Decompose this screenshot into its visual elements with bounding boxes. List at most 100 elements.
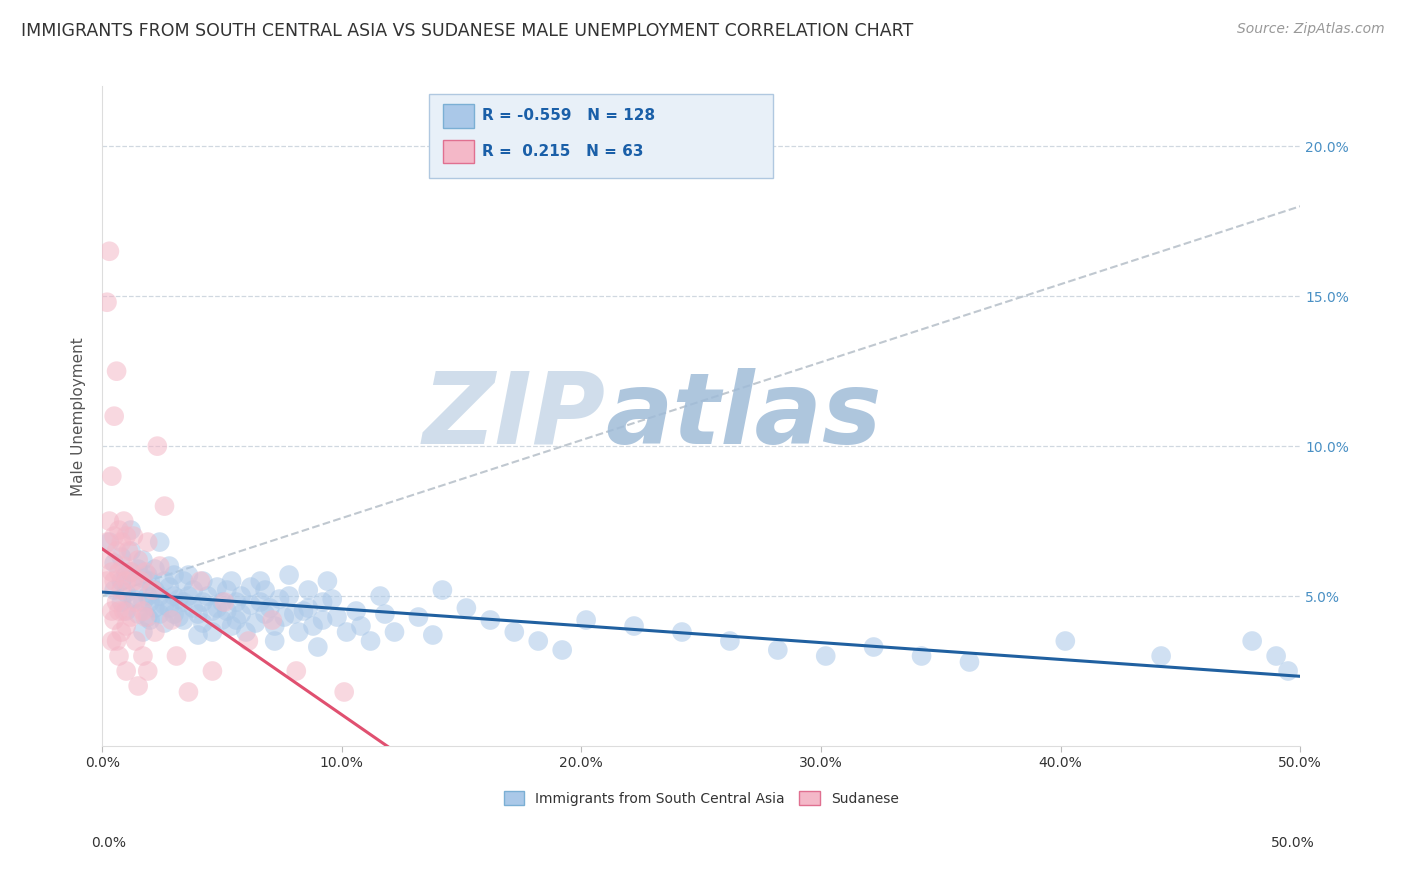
Point xyxy=(115,619,138,633)
Legend: Immigrants from South Central Asia, Sudanese: Immigrants from South Central Asia, Suda… xyxy=(498,786,904,812)
Point xyxy=(292,604,315,618)
Point xyxy=(157,559,180,574)
Point xyxy=(149,535,172,549)
Point xyxy=(157,580,180,594)
Text: 0.0%: 0.0% xyxy=(91,836,127,850)
Point xyxy=(101,565,124,579)
Point xyxy=(278,568,301,582)
Point xyxy=(187,628,209,642)
Point xyxy=(112,604,135,618)
Point xyxy=(132,625,155,640)
Point xyxy=(163,568,186,582)
Point xyxy=(115,529,138,543)
Point xyxy=(105,595,128,609)
Point xyxy=(221,574,243,588)
Point xyxy=(432,582,454,597)
Point xyxy=(115,664,138,678)
Point xyxy=(263,619,285,633)
Point xyxy=(205,580,228,594)
Point xyxy=(235,625,257,640)
Point xyxy=(112,514,135,528)
Point xyxy=(146,439,169,453)
Point xyxy=(225,613,247,627)
Point xyxy=(122,529,145,543)
Point xyxy=(110,582,132,597)
Point xyxy=(115,574,138,588)
Point xyxy=(283,607,305,621)
Point xyxy=(297,601,319,615)
Point xyxy=(122,574,145,588)
Point xyxy=(110,595,132,609)
Point xyxy=(214,595,236,609)
Point xyxy=(190,574,212,588)
Point xyxy=(263,634,285,648)
Point xyxy=(134,565,156,579)
Point xyxy=(231,589,253,603)
Point xyxy=(211,595,233,609)
Text: 50.0%: 50.0% xyxy=(1271,836,1315,850)
Point xyxy=(103,409,125,424)
Point xyxy=(166,648,188,663)
Point xyxy=(479,613,502,627)
Point xyxy=(98,535,121,549)
Point xyxy=(238,634,260,648)
Point xyxy=(115,586,138,600)
Point xyxy=(408,610,430,624)
Point xyxy=(173,574,195,588)
Point xyxy=(197,589,219,603)
Point xyxy=(98,553,121,567)
Point xyxy=(153,499,176,513)
Point xyxy=(108,648,131,663)
Point xyxy=(127,553,149,567)
Point xyxy=(143,625,166,640)
Point xyxy=(163,589,186,603)
Point xyxy=(456,601,478,615)
Point xyxy=(108,523,131,537)
Point xyxy=(335,625,357,640)
Point xyxy=(191,595,214,609)
Point xyxy=(167,592,190,607)
Point xyxy=(191,615,214,630)
Point xyxy=(814,648,837,663)
Point xyxy=(136,568,159,582)
Point xyxy=(959,655,981,669)
Point xyxy=(181,601,204,615)
Point xyxy=(766,643,789,657)
Point xyxy=(278,589,301,603)
Point xyxy=(215,582,238,597)
Point xyxy=(344,604,367,618)
Point xyxy=(254,607,277,621)
Point xyxy=(136,664,159,678)
Point xyxy=(350,619,373,633)
Point xyxy=(215,604,238,618)
Point xyxy=(143,562,166,576)
Point xyxy=(153,574,176,588)
Point xyxy=(110,550,132,565)
Point xyxy=(101,634,124,648)
Point xyxy=(101,604,124,618)
Point xyxy=(422,628,444,642)
Point xyxy=(153,598,176,612)
Point xyxy=(249,574,271,588)
Point xyxy=(384,625,406,640)
Point xyxy=(108,565,131,579)
Point xyxy=(527,634,550,648)
Point xyxy=(225,595,247,609)
Point xyxy=(136,535,159,549)
Point xyxy=(141,582,163,597)
Point xyxy=(96,535,118,549)
Point xyxy=(132,648,155,663)
Text: Source: ZipAtlas.com: Source: ZipAtlas.com xyxy=(1237,22,1385,37)
Point xyxy=(96,295,118,310)
Point xyxy=(132,553,155,567)
Point xyxy=(326,610,349,624)
Point xyxy=(249,595,271,609)
Point xyxy=(96,574,118,588)
Point xyxy=(173,595,195,609)
Point xyxy=(103,574,125,588)
Point xyxy=(105,634,128,648)
Point xyxy=(110,535,132,549)
Point xyxy=(273,610,295,624)
Point xyxy=(311,595,333,609)
Point xyxy=(132,571,155,585)
